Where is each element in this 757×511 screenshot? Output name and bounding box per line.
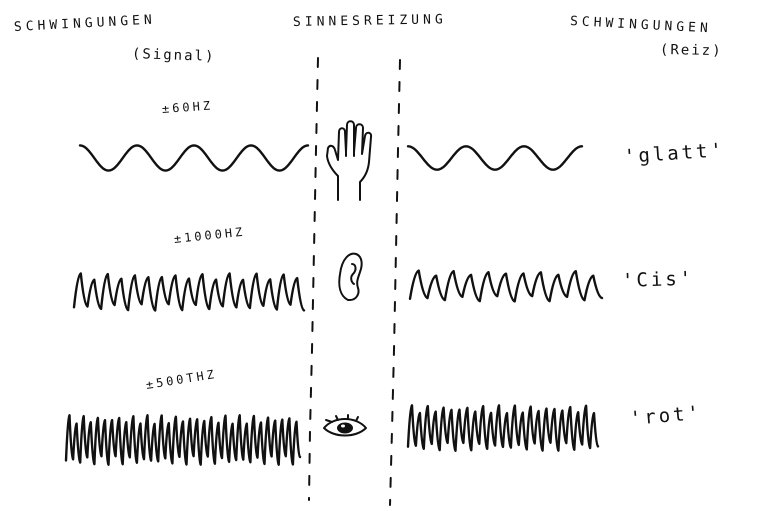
right-dashed-divider [389, 59, 401, 506]
signal-wave-row-3 [64, 414, 302, 466]
hand-icon [326, 120, 373, 201]
stimulus-wave-row-2 [408, 269, 604, 303]
signal-wave-row-2 [72, 272, 306, 312]
signal-wave-row-1 [78, 144, 310, 172]
stimulus-wave-row-1 [406, 145, 584, 171]
ear-icon [338, 252, 363, 301]
left-dashed-divider [308, 57, 319, 501]
stimulus-wave-row-3 [406, 404, 600, 452]
eye-icon [323, 414, 367, 437]
